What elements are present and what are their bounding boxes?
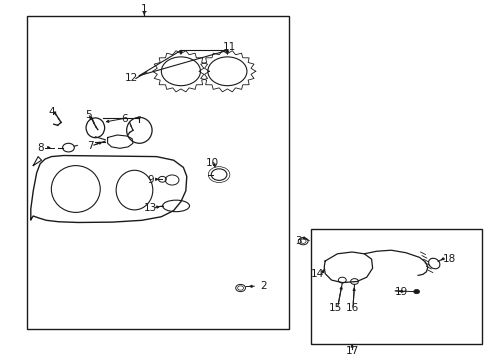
Text: 14: 14: [310, 269, 324, 279]
Text: 17: 17: [345, 346, 358, 356]
Text: 7: 7: [87, 141, 94, 151]
Text: 6: 6: [121, 114, 128, 124]
Text: 9: 9: [147, 175, 154, 185]
Text: 11: 11: [223, 42, 236, 52]
Circle shape: [413, 289, 419, 294]
Bar: [27, 16, 288, 329]
Text: 19: 19: [393, 287, 407, 297]
Text: 4: 4: [48, 107, 55, 117]
Text: 1: 1: [141, 4, 147, 14]
Text: 2: 2: [260, 281, 267, 291]
Text: 18: 18: [442, 254, 456, 264]
Text: 16: 16: [345, 303, 358, 313]
Text: 10: 10: [206, 158, 219, 168]
Text: 15: 15: [328, 303, 342, 313]
Text: 13: 13: [143, 203, 157, 213]
Bar: [310, 229, 481, 344]
Text: 12: 12: [124, 73, 138, 84]
Text: 8: 8: [37, 143, 43, 153]
Text: 5: 5: [84, 110, 91, 120]
Text: 3: 3: [294, 236, 301, 246]
